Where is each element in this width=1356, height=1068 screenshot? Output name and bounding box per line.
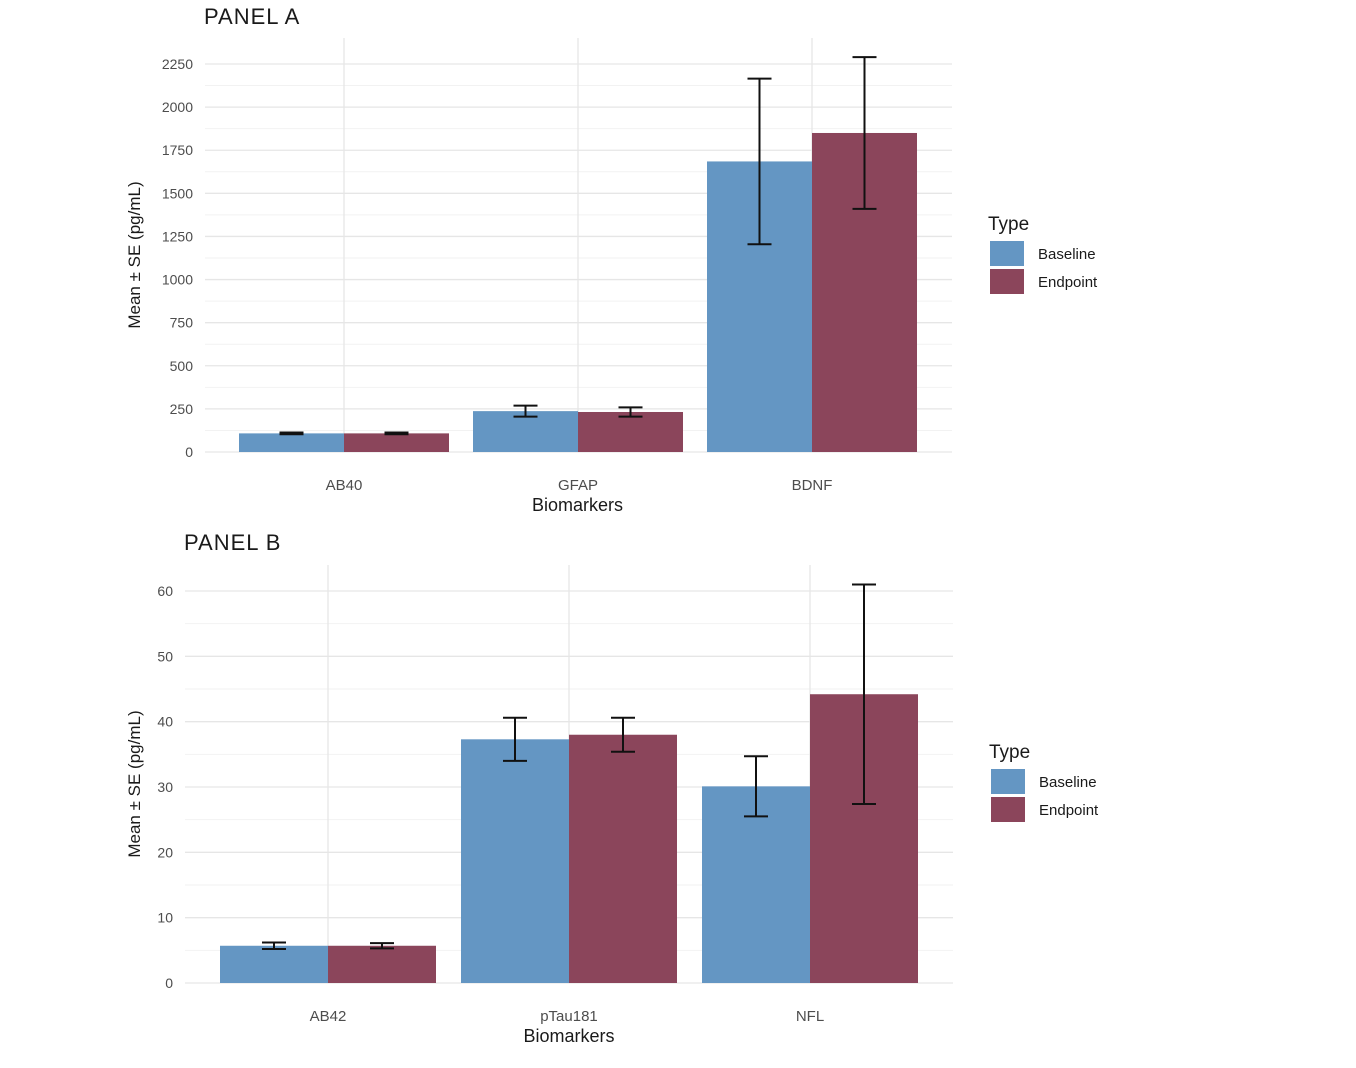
error-bar-endpoint-gfap — [618, 406, 643, 418]
bar-endpoint-ptau181 — [569, 734, 677, 983]
error-bar-baseline-bdnf — [747, 77, 772, 246]
x-tick-label: BDNF — [792, 477, 833, 494]
bar-baseline-ab40 — [239, 433, 344, 452]
y-tick-label: 60 — [157, 583, 173, 599]
legend-title: Type — [988, 214, 1029, 235]
legend-label-baseline: Baseline — [1039, 774, 1097, 791]
x-tick-label: NFL — [796, 1008, 824, 1025]
legend-key-baseline — [990, 241, 1024, 266]
bar-baseline-ptau181 — [461, 739, 569, 983]
y-tick-label: 2000 — [162, 99, 193, 115]
x-tick-label: AB40 — [326, 477, 363, 494]
legend-key-endpoint — [991, 797, 1025, 822]
y-tick-label: 10 — [157, 910, 173, 926]
bar-baseline-ab42 — [220, 945, 328, 983]
bar-endpoint-gfap — [578, 411, 683, 452]
y-tick-label: 1500 — [162, 185, 193, 201]
bar-baseline-gfap — [473, 411, 578, 452]
y-tick-label: 1750 — [162, 142, 193, 158]
y-tick-label: 750 — [170, 315, 194, 331]
error-bar-baseline-nfl — [744, 755, 768, 818]
x-tick-label: pTau181 — [540, 1008, 598, 1025]
error-bar-baseline-ptau181 — [503, 716, 527, 762]
error-bar-endpoint-ab42 — [370, 942, 394, 950]
y-tick-label: 2250 — [162, 56, 193, 72]
error-bar-endpoint-ab40 — [384, 431, 409, 436]
panel-title: PANEL B — [184, 530, 281, 555]
error-bar-endpoint-bdnf — [852, 56, 877, 210]
y-tick-label: 0 — [185, 444, 193, 460]
panel-title: PANEL A — [204, 4, 300, 29]
y-tick-label: 20 — [157, 844, 173, 860]
legend-label-baseline: Baseline — [1038, 246, 1096, 263]
error-bar-baseline-gfap — [513, 404, 538, 418]
y-tick-label: 250 — [170, 401, 194, 417]
bar-endpoint-ab42 — [328, 945, 436, 983]
y-axis-title: Mean ± SE (pg/mL) — [125, 710, 144, 857]
x-axis-title: Biomarkers — [532, 495, 623, 515]
bar-endpoint-ab40 — [344, 433, 449, 452]
error-bar-baseline-ab42 — [262, 941, 286, 951]
y-tick-label: 1250 — [162, 228, 193, 244]
y-tick-label: 1000 — [162, 272, 193, 288]
y-tick-label: 40 — [157, 714, 173, 730]
y-tick-label: 500 — [170, 358, 194, 374]
y-tick-label: 50 — [157, 648, 173, 664]
legend-label-endpoint: Endpoint — [1038, 274, 1098, 291]
error-bar-endpoint-ptau181 — [611, 716, 635, 753]
x-axis-title: Biomarkers — [523, 1026, 614, 1046]
error-bar-endpoint-nfl — [852, 583, 876, 805]
y-tick-label: 30 — [157, 779, 173, 795]
bar-baseline-nfl — [702, 786, 810, 983]
x-tick-label: GFAP — [558, 477, 598, 494]
x-tick-label: AB42 — [310, 1008, 347, 1025]
y-tick-label: 0 — [165, 975, 173, 991]
error-bar-baseline-ab40 — [279, 431, 304, 436]
legend-key-endpoint — [990, 269, 1024, 294]
legend-title: Type — [989, 742, 1030, 763]
legend-label-endpoint: Endpoint — [1039, 802, 1099, 819]
legend-key-baseline — [991, 769, 1025, 794]
y-axis-title: Mean ± SE (pg/mL) — [125, 181, 144, 328]
